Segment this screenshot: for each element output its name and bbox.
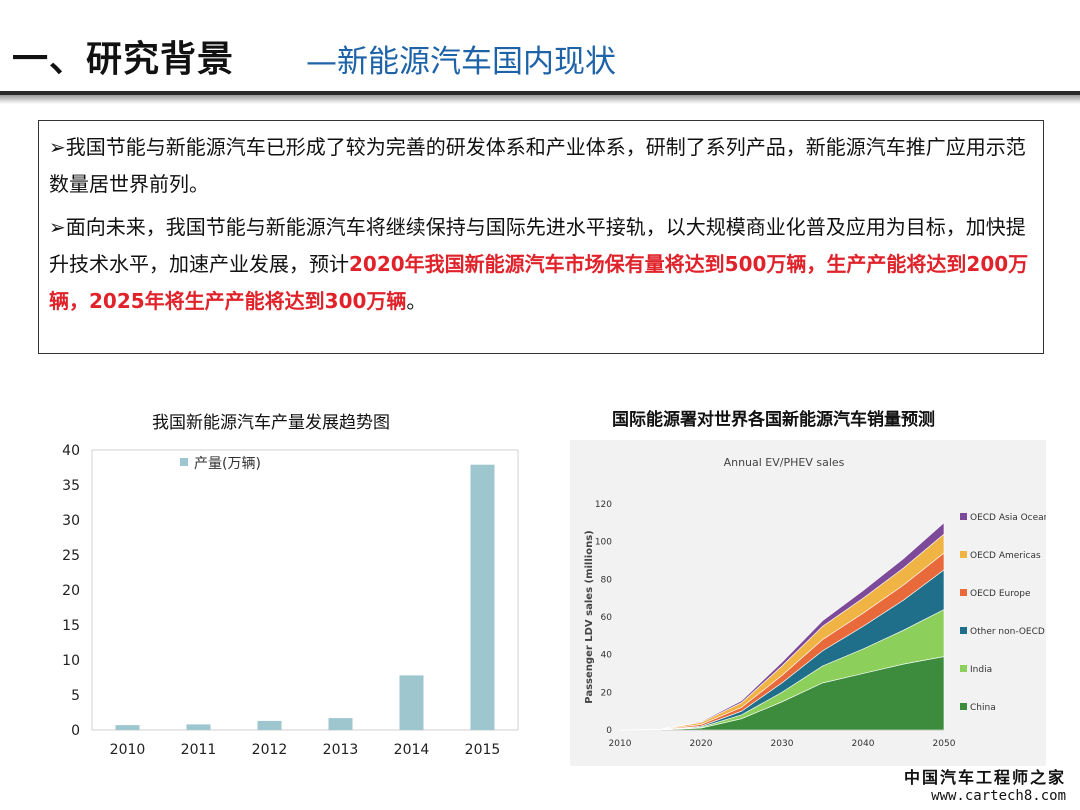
y-tick-label: 35 — [62, 478, 80, 494]
area-chart-title: 国际能源署对世界各国新能源汽车销量预测 — [612, 410, 935, 430]
title-divider — [0, 91, 1080, 95]
legend-swatch — [960, 589, 967, 596]
y-tick-label: 25 — [62, 548, 80, 564]
plot-area-border — [91, 449, 519, 731]
x-tick-label: 2030 — [771, 739, 794, 749]
legend-label: OECD Americas — [970, 551, 1041, 561]
slide-title: 一、研究背景 — [12, 39, 235, 80]
y-tick-label: 40 — [62, 443, 80, 459]
x-tick-label: 2010 — [110, 742, 146, 758]
inner-chart-title: Annual EV/PHEV sales — [724, 456, 845, 469]
legend-label: 产量(万辆) — [194, 456, 261, 472]
y-tick-label: 20 — [62, 583, 80, 599]
legend-label: OECD Asia Oceania — [970, 513, 1046, 523]
y-tick-label: 15 — [62, 618, 80, 634]
bar-chart-title: 我国新能源汽车产量发展趋势图 — [152, 413, 390, 433]
y-tick-label: 100 — [595, 538, 612, 548]
x-tick-label: 2040 — [852, 739, 875, 749]
summary-textbox: ➢我国节能与新能源汽车已形成了较为完善的研发体系和产业体系，研制了系列产品，新能… — [38, 120, 1044, 354]
legend-swatch — [960, 627, 967, 634]
watermark-url: www.cartech8.com — [931, 788, 1066, 804]
paragraph-2-text: ➢面向未来，我国节能与新能源汽车将继续保持与国际先进水平接轨，以大规模商业化普及… — [49, 215, 1026, 276]
watermark-cn: 中国汽车工程师之家 — [903, 768, 1066, 787]
y-tick-label: 60 — [601, 613, 613, 623]
summary-paragraph-1: ➢我国节能与新能源汽车已形成了较为完善的研发体系和产业体系，研制了系列产品，新能… — [49, 135, 1026, 196]
paragraph-2-end: 。 — [406, 289, 427, 313]
paragraph-2-highlight: 2020年我国新能源汽车市场保有量将达到500万辆，生产产能将达到200万辆，2… — [49, 252, 1029, 313]
x-tick-label: 2020 — [690, 739, 713, 749]
y-tick-label: 40 — [601, 651, 613, 661]
y-tick-label: 30 — [62, 513, 80, 529]
legend-swatch — [960, 513, 967, 520]
x-tick-label: 2011 — [181, 742, 217, 758]
legend-label: China — [970, 703, 996, 713]
legend-swatch — [180, 458, 188, 466]
x-tick-label: 2050 — [933, 739, 956, 749]
bar — [399, 675, 424, 730]
x-tick-label: 2010 — [609, 739, 632, 749]
title-divider-shadow — [0, 95, 1080, 104]
x-tick-label: 2014 — [394, 742, 430, 758]
x-tick-label: 2013 — [323, 742, 359, 758]
bar — [115, 725, 140, 730]
y-tick-label: 80 — [601, 575, 613, 585]
y-axis-label: Passenger LDV sales (millions) — [584, 530, 595, 703]
y-tick-label: 10 — [62, 653, 80, 669]
y-tick-label: 0 — [606, 726, 612, 736]
slide-subtitle: —新能源汽车国内现状 — [306, 44, 616, 80]
legend-label: India — [970, 665, 992, 675]
legend-swatch — [960, 665, 967, 672]
area-series — [619, 522, 945, 731]
bar — [257, 720, 282, 730]
legend-swatch — [960, 551, 967, 558]
legend-swatch — [960, 703, 967, 710]
summary-paragraph-2: ➢面向未来，我国节能与新能源汽车将继续保持与国际先进水平接轨，以大规模商业化普及… — [49, 209, 1033, 320]
y-tick-label: 20 — [601, 688, 613, 698]
legend-label: OECD Europe — [970, 589, 1031, 599]
y-tick-label: 120 — [595, 500, 612, 510]
x-tick-label: 2015 — [465, 742, 501, 758]
y-tick-label: 5 — [71, 688, 80, 704]
title-bar: 一、研究背景 —新能源汽车国内现状 — [0, 0, 1080, 104]
bar — [470, 464, 495, 730]
x-tick-label: 2012 — [252, 742, 288, 758]
bar — [328, 718, 353, 730]
bar-chart: 0 5 10 15 20 25 30 35 40 2010 2011 2012 2013 2014 2015… — [62, 443, 519, 758]
y-tick-label: 0 — [71, 723, 80, 739]
legend-label: Other non-OECD — [970, 627, 1045, 637]
watermark: 中国汽车工程师之家 www.cartech8.com — [904, 764, 1066, 804]
bar — [186, 724, 211, 730]
